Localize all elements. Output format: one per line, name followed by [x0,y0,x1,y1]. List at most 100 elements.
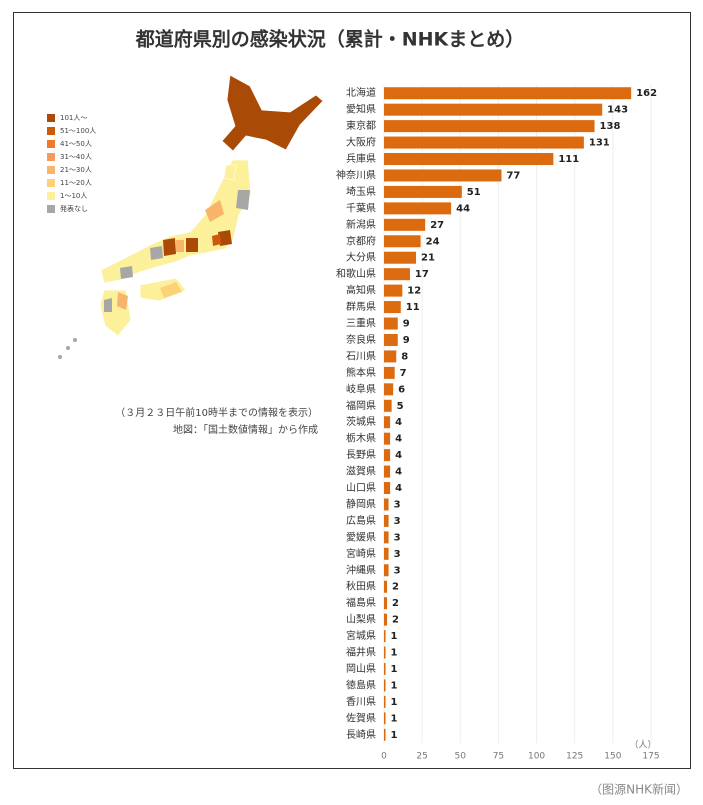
value-label: 4 [395,434,402,445]
y-tick-label: 広島県 [346,514,376,527]
y-tick-label: 静岡県 [346,497,376,510]
y-tick-label: 長野県 [346,449,376,461]
bar [384,728,386,741]
y-tick-label: 長崎県 [346,728,376,741]
bar [384,547,389,560]
legend-swatch [47,140,55,148]
y-tick-label: 新潟県 [346,218,376,231]
region [205,200,224,222]
bar [384,87,632,100]
legend-label: 21～30人 [60,166,92,174]
value-label: 138 [600,121,621,132]
value-label: 1 [391,648,398,659]
bar [384,284,403,297]
value-label: 21 [421,253,435,264]
y-tick-label: 大分県 [346,251,376,264]
value-label: 1 [391,664,398,675]
value-label: 44 [456,203,470,214]
bar [384,169,502,182]
region [176,240,184,252]
region [212,234,221,246]
bar [384,498,389,511]
value-label: 24 [426,236,440,247]
y-tick-label: 北海道 [346,86,376,99]
legend-label: 31～40人 [60,153,92,161]
value-label: 6 [398,384,405,395]
value-label: 4 [395,417,402,428]
value-label: 51 [467,187,481,198]
bar [384,613,388,626]
value-label: 143 [607,105,628,116]
y-tick-label: 山梨県 [346,613,376,626]
bar [384,630,386,643]
y-tick-label: 埼玉県 [346,185,376,198]
x-tick-label: 100 [528,752,545,762]
y-tick-label: 香川県 [346,696,376,708]
value-label: 9 [403,319,410,330]
region [186,238,198,252]
y-tick-label: 石川県 [346,350,376,362]
x-tick-label: 25 [416,752,427,762]
region [120,266,133,279]
bar [384,482,391,495]
bar [384,251,417,264]
bar [384,383,394,396]
region [150,246,163,260]
value-label: 4 [395,450,402,461]
note: （３月２３日午前10時半までの情報を表示） [115,406,318,419]
bar [384,268,410,281]
note: 地図：「国土数値情報」から作成 [173,423,318,436]
region [236,190,250,210]
value-label: 131 [589,138,610,149]
bar [384,712,386,725]
y-tick-label: 千葉県 [346,201,376,214]
bar [384,235,421,248]
value-label: 1 [391,631,398,642]
value-label: 3 [394,549,401,560]
y-tick-label: 岡山県 [346,663,376,675]
chart-title: 都道府県別の感染状況（累計・NHKまとめ） [135,28,525,51]
y-tick-label: 沖縄県 [346,563,376,576]
hokkaido [221,74,324,152]
y-tick-label: 滋賀県 [346,465,376,478]
y-tick-label: 京都府 [346,234,376,247]
map [58,74,324,359]
y-tick-label: 和歌山県 [336,267,376,280]
bar [384,218,426,231]
bar [384,103,603,116]
region [223,164,237,181]
y-tick-label: 熊本県 [346,366,376,379]
x-tick-label: 75 [493,752,504,762]
value-label: 3 [394,516,401,527]
x-tick-label: 125 [566,752,583,762]
bar [384,514,389,527]
x-tick-label: 50 [455,752,467,762]
value-label: 3 [394,565,401,576]
value-label: 1 [391,713,398,724]
bar [384,366,395,379]
bar [384,120,595,133]
island [58,355,62,359]
value-label: 111 [558,154,579,165]
y-tick-label: 奈良県 [346,333,376,346]
y-tick-label: 徳島県 [346,678,376,691]
value-label: 3 [394,499,401,510]
region [117,292,128,310]
legend-label: 51～100人 [60,127,96,135]
bar [384,449,391,462]
bar [384,695,386,708]
legend-swatch [47,205,55,213]
y-tick-label: 大阪府 [346,136,376,149]
value-label: 12 [407,286,421,297]
value-label: 4 [395,467,402,478]
value-label: 17 [415,269,429,280]
island [66,346,70,350]
y-tick-label: 宮崎県 [346,547,376,560]
value-label: 7 [400,368,407,379]
region [160,282,182,298]
bar [384,662,386,675]
y-tick-label: 神奈川県 [336,168,376,181]
bar [384,597,388,610]
value-label: 2 [392,615,399,626]
bar [384,333,398,346]
